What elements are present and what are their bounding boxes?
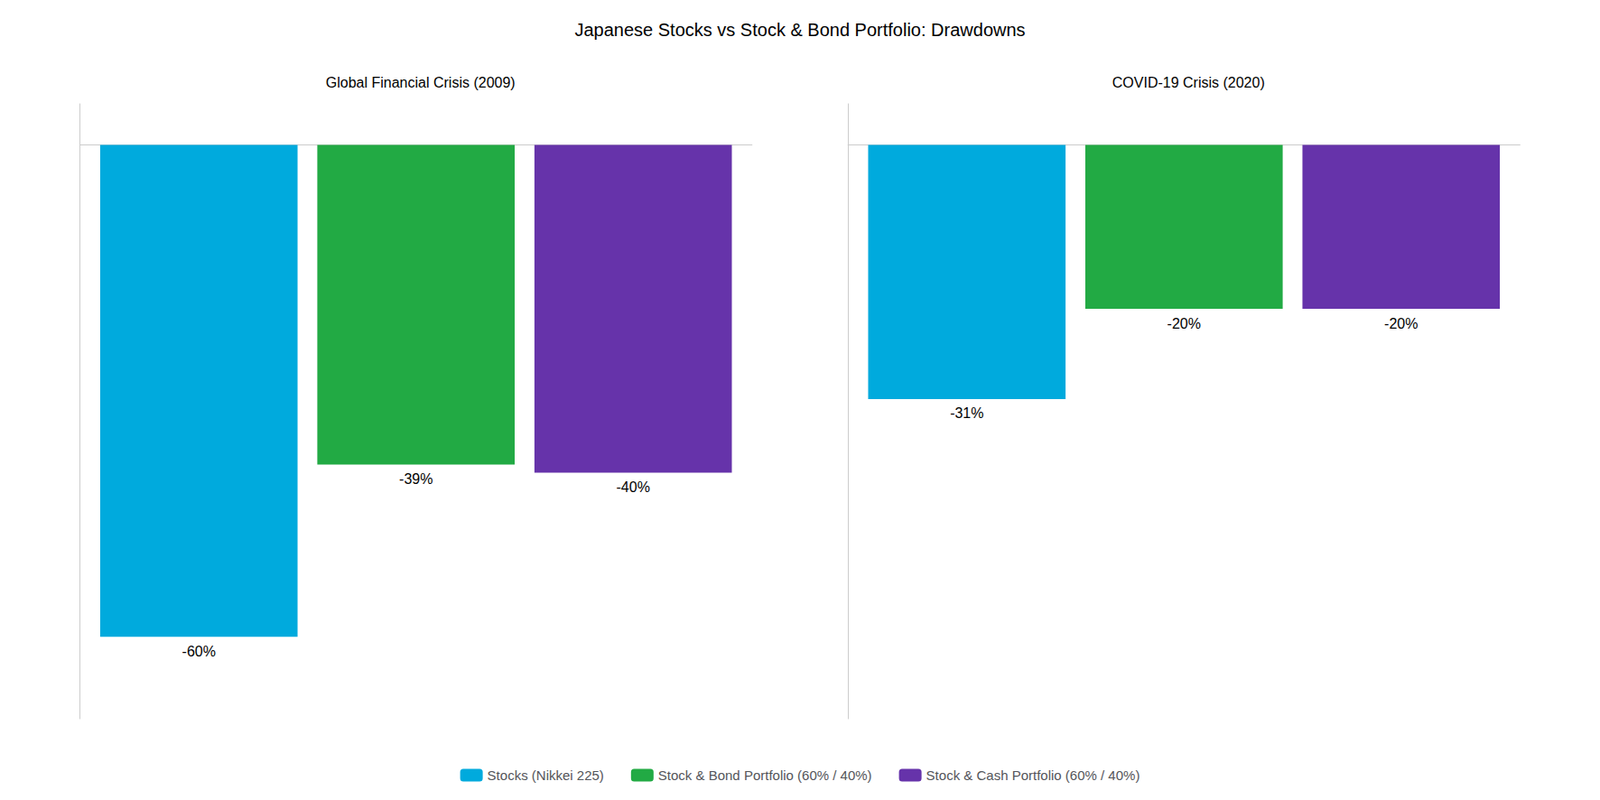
svg-text:-31%: -31% [949,405,984,421]
svg-text:-60%: -60% [182,643,216,660]
svg-text:Stock & Bond Portfolio (60% /: Stock & Bond Portfolio (60% / 40%) [658,767,873,783]
svg-text:-39%: -39% [399,471,433,487]
svg-text:Global Financial Crisis (2009): Global Financial Crisis (2009) [325,74,516,91]
svg-text:Stock & Cash Portfolio (60% /: Stock & Cash Portfolio (60% / 40%) [926,767,1141,783]
svg-text:-40%: -40% [616,479,651,495]
svg-text:-20%: -20% [1384,316,1418,332]
svg-text:COVID-19 Crisis (2020): COVID-19 Crisis (2020) [1112,74,1266,91]
svg-text:Stocks (Nikkei 225): Stocks (Nikkei 225) [487,767,605,783]
svg-text:Japanese Stocks vs Stock & Bon: Japanese Stocks vs Stock & Bond Portfoli… [574,19,1025,40]
svg-text:-20%: -20% [1167,316,1201,332]
